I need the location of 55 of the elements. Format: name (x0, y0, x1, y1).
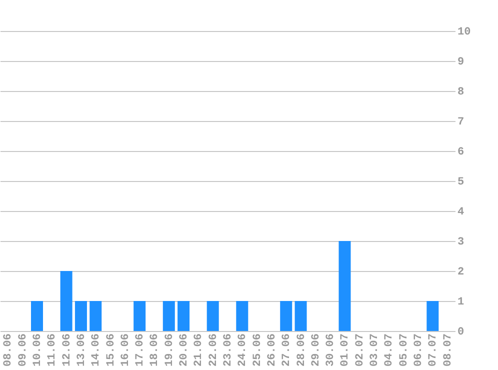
bar (60, 271, 72, 331)
x-tick-label: 19.06 (164, 334, 176, 367)
x-tick-label: 14.06 (90, 334, 103, 367)
x-tick-label: 24.06 (237, 334, 250, 367)
y-tick-label: 8 (458, 86, 464, 98)
x-tick-label: 05.07 (398, 334, 410, 367)
x-tick-label: 21.06 (193, 334, 206, 367)
x-tick-label: 28.06 (296, 334, 308, 367)
bar (426, 301, 439, 331)
y-tick-label: 10 (458, 26, 471, 38)
x-tick-label: 23.06 (222, 334, 234, 367)
bar (90, 301, 102, 331)
y-tick-label: 6 (458, 146, 464, 158)
bar (236, 301, 248, 331)
x-tick-label: 30.06 (325, 334, 338, 367)
bar (206, 301, 219, 331)
bar (178, 301, 190, 331)
x-tick-label: 17.06 (134, 334, 147, 367)
x-tick-label: 26.06 (266, 334, 278, 367)
x-tick-label: 20.06 (178, 334, 191, 367)
x-tick-label: 01.07 (340, 334, 352, 367)
y-tick-label: 4 (458, 206, 464, 218)
x-tick-label: 08.07 (442, 334, 454, 367)
x-tick-label: 04.07 (384, 334, 396, 367)
y-tick-label: 3 (458, 236, 464, 248)
x-tick-label: 09.06 (17, 334, 30, 367)
x-tick-label: 29.06 (310, 334, 322, 367)
bar (134, 301, 146, 331)
x-tick-label: 07.07 (428, 334, 440, 367)
x-tick-label: 25.06 (252, 334, 264, 367)
x-tick-label: 13.06 (76, 334, 88, 367)
y-tick-label: 2 (458, 266, 464, 278)
bar (31, 301, 43, 331)
x-tick-label: 08.06 (2, 334, 15, 367)
x-tick-label: 15.06 (105, 334, 118, 367)
bar (338, 241, 351, 331)
y-tick-label: 1 (458, 296, 464, 308)
bar (162, 301, 175, 331)
x-tick-label: 18.06 (149, 334, 162, 367)
y-tick-label: 0 (458, 326, 464, 338)
x-tick-label: 12.06 (61, 334, 74, 367)
x-tick-label: 11.06 (46, 334, 59, 367)
y-tick-label: 5 (458, 176, 464, 188)
x-tick-label: 06.07 (413, 334, 425, 367)
x-tick-label: 03.07 (369, 334, 382, 367)
x-tick-label: 27.06 (281, 334, 294, 367)
bar (74, 301, 87, 331)
x-tick-label: 10.06 (32, 334, 44, 367)
x-tick-label: 16.06 (120, 334, 132, 367)
y-tick-label: 7 (458, 116, 464, 128)
x-tick-label: 02.07 (354, 334, 366, 367)
x-tick-label: 22.06 (208, 334, 220, 367)
bar (280, 301, 292, 331)
bar (294, 301, 307, 331)
y-tick-label: 9 (458, 56, 464, 68)
